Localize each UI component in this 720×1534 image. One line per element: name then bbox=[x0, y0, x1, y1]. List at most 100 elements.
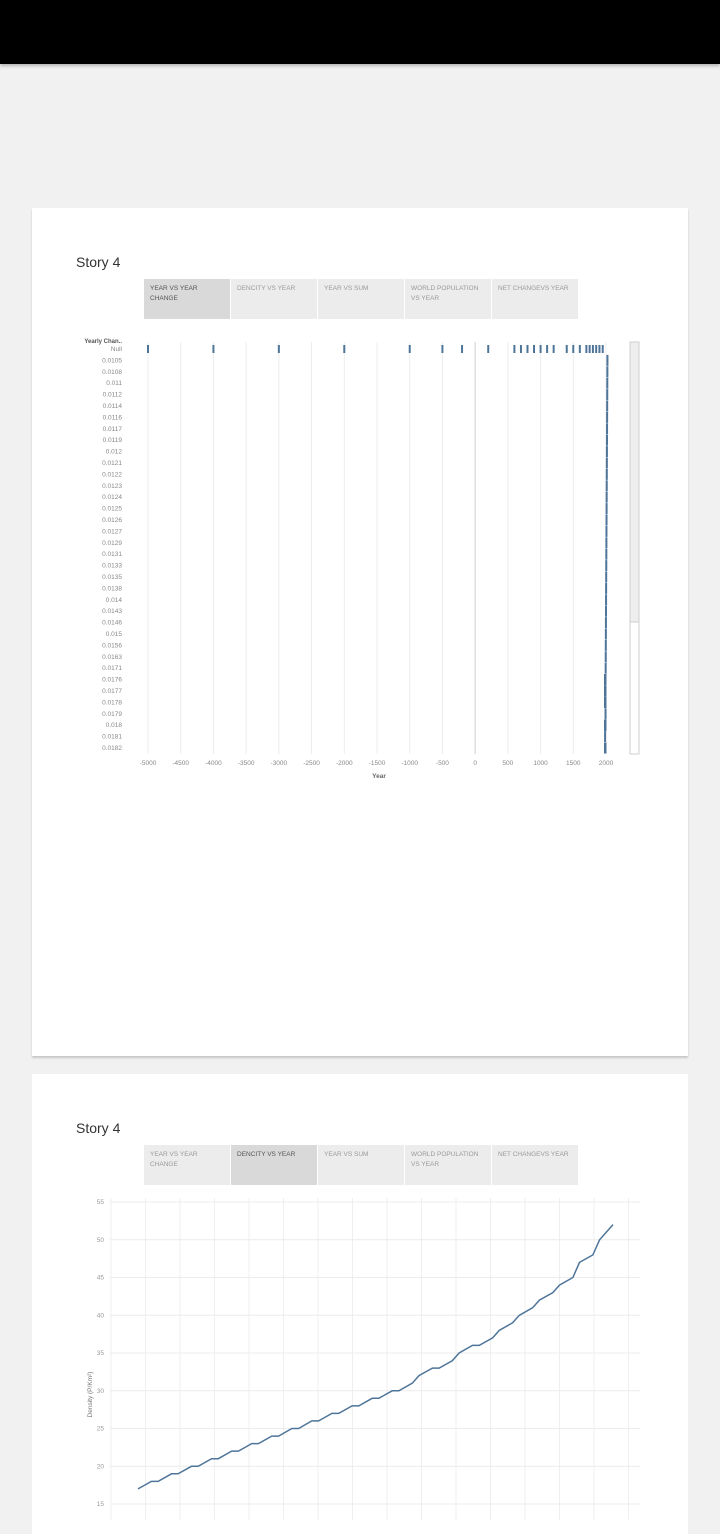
data-mark bbox=[605, 594, 608, 606]
data-mark bbox=[585, 345, 588, 353]
data-mark bbox=[588, 345, 591, 353]
y-tick-label: 50 bbox=[97, 1237, 105, 1244]
data-mark bbox=[601, 345, 604, 353]
tab-year-vs-sum[interactable]: YEAR VS SUM bbox=[318, 1145, 404, 1185]
story-card-2: Story 4 YEAR VS YEAR CHANGE DENCITY VS Y… bbox=[32, 1074, 688, 1534]
data-mark bbox=[605, 480, 608, 492]
data-mark bbox=[552, 345, 555, 353]
y-tick-label: 0.0179 bbox=[102, 711, 122, 718]
data-mark bbox=[606, 389, 609, 401]
y-tick-label: 0.0178 bbox=[102, 699, 122, 706]
data-mark bbox=[605, 446, 608, 458]
tab-net-change-vs-year[interactable]: NET CHANGEVS YEAR bbox=[492, 279, 578, 319]
y-tick-label: 20 bbox=[97, 1463, 105, 1470]
density-line bbox=[137, 1224, 614, 1490]
data-mark bbox=[591, 345, 594, 353]
y-tick-label: 0.0123 bbox=[102, 483, 122, 490]
data-mark bbox=[606, 377, 609, 389]
x-tick-label: -1500 bbox=[369, 760, 386, 767]
data-mark bbox=[604, 674, 607, 686]
data-mark bbox=[605, 560, 608, 572]
y-tick-label: 0.0112 bbox=[103, 392, 123, 399]
data-mark bbox=[605, 525, 608, 537]
y-tick-label: 0.0176 bbox=[102, 677, 122, 684]
data-mark bbox=[513, 345, 516, 353]
data-mark bbox=[604, 685, 607, 697]
x-tick-label: -2500 bbox=[303, 760, 320, 767]
data-mark bbox=[605, 548, 608, 560]
data-mark bbox=[606, 354, 609, 366]
density-chart: 15 20 25 30 35 40 45 50 55 Density (P/Km²) bbox=[87, 1198, 640, 1520]
y-tick-label: 25 bbox=[97, 1426, 105, 1433]
tab-dencity-vs-year[interactable]: DENCITY VS YEAR bbox=[231, 279, 317, 319]
data-mark bbox=[565, 345, 568, 353]
data-mark bbox=[519, 345, 522, 353]
x-tick-label: 0 bbox=[473, 760, 477, 767]
y-tick-label: 0.014 bbox=[106, 597, 123, 604]
x-tick-label: -500 bbox=[436, 760, 449, 767]
tab-world-population-vs-year[interactable]: WORLD POPULATION VS YEAR bbox=[405, 1145, 491, 1185]
y-tick-label: 30 bbox=[97, 1388, 105, 1395]
story-card-1: Story 4 YEAR VS YEAR CHANGE DENCITY VS Y… bbox=[32, 208, 688, 1056]
data-mark bbox=[604, 662, 607, 674]
tab-dencity-vs-year[interactable]: DENCITY VS YEAR bbox=[231, 1145, 317, 1185]
y-tick-label: 0.0124 bbox=[102, 494, 122, 501]
y-tick-label: 0.0163 bbox=[102, 654, 122, 661]
data-mark bbox=[461, 345, 464, 353]
data-mark bbox=[605, 582, 608, 594]
data-mark bbox=[526, 345, 529, 353]
y-tick-label: 0.0116 bbox=[103, 414, 123, 421]
y-tick-label: 0.0114 bbox=[103, 403, 123, 410]
data-mark bbox=[598, 345, 601, 353]
data-mark bbox=[606, 423, 609, 435]
data-mark bbox=[604, 696, 607, 708]
data-mark bbox=[147, 345, 149, 353]
y-tick-label: 0.0108 bbox=[102, 369, 122, 376]
y-tick-label: 35 bbox=[97, 1350, 105, 1357]
y-tick-label: Null bbox=[111, 346, 123, 353]
data-mark bbox=[408, 345, 411, 353]
y-tick-label: 0.0143 bbox=[102, 608, 122, 615]
data-mark bbox=[604, 639, 607, 651]
data-mark bbox=[441, 345, 444, 353]
y-tick-label: 0.0122 bbox=[102, 471, 122, 478]
data-mark bbox=[604, 719, 607, 731]
x-tick-label: 1000 bbox=[533, 760, 548, 767]
y-axis-title: Yearly Chan.. bbox=[84, 339, 122, 345]
data-mark bbox=[533, 345, 536, 353]
x-tick-label: -4000 bbox=[205, 760, 222, 767]
tab-year-vs-year-change[interactable]: YEAR VS YEAR CHANGE bbox=[144, 1145, 230, 1185]
y-tick-label: 55 bbox=[97, 1199, 105, 1206]
y-tick-label: 0.012 bbox=[106, 449, 123, 456]
y-tick-label: 0.0133 bbox=[102, 563, 122, 570]
data-mark bbox=[605, 457, 608, 469]
data-mark bbox=[605, 491, 608, 503]
y-tick-label: 0.0181 bbox=[102, 734, 122, 741]
y-tick-label: 0.0129 bbox=[102, 540, 122, 547]
y-tick-label: 0.0131 bbox=[102, 551, 122, 558]
x-tick-label: -2000 bbox=[336, 760, 353, 767]
y-tick-label: 0.015 bbox=[106, 631, 123, 638]
x-tick-label: -1000 bbox=[401, 760, 418, 767]
y-tick-label: 0.0121 bbox=[102, 460, 122, 467]
data-mark bbox=[606, 366, 609, 378]
tab-net-change-vs-year[interactable]: NET CHANGEVS YEAR bbox=[492, 1145, 578, 1185]
story-title: Story 4 bbox=[76, 1120, 121, 1136]
story-tabs: YEAR VS YEAR CHANGE DENCITY VS YEAR YEAR… bbox=[144, 279, 579, 319]
y-tick-label: 0.0105 bbox=[102, 357, 122, 364]
data-mark bbox=[212, 345, 215, 353]
data-mark bbox=[578, 345, 581, 353]
data-mark bbox=[277, 345, 280, 353]
tab-world-population-vs-year[interactable]: WORLD POPULATION VS YEAR bbox=[405, 279, 491, 319]
data-mark bbox=[606, 400, 609, 412]
y-tick-label: 0.0171 bbox=[102, 665, 122, 672]
x-tick-label: 1500 bbox=[566, 760, 581, 767]
data-mark bbox=[595, 345, 598, 353]
y-tick-label: 0.018 bbox=[106, 722, 123, 729]
tab-year-vs-year-change[interactable]: YEAR VS YEAR CHANGE bbox=[144, 279, 230, 319]
x-tick-label: -4500 bbox=[172, 760, 189, 767]
story-title: Story 4 bbox=[76, 254, 121, 270]
tab-year-vs-sum[interactable]: YEAR VS SUM bbox=[318, 279, 404, 319]
y-tick-label: 0.0125 bbox=[102, 506, 122, 513]
y-tick-label: 15 bbox=[97, 1501, 105, 1508]
